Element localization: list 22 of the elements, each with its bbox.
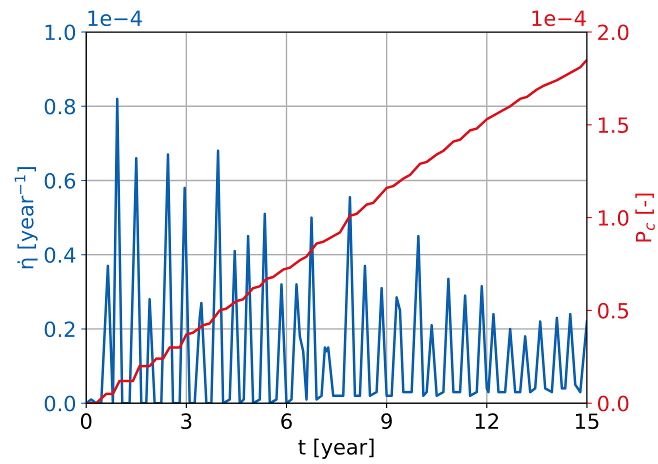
y-tick-label: 0.2 <box>44 321 74 338</box>
text: 1e−4 <box>88 10 142 26</box>
x-tick-label: 6 <box>281 413 292 430</box>
y2-tick-label: 0.0 <box>598 396 628 412</box>
y-tick-label: 0.6 <box>44 172 76 189</box>
x-tick-label: 0 <box>80 413 92 430</box>
y-axis-title: η̇ [year$^{−1}$] <box>14 167 38 268</box>
x-axis-title: t [year] <box>298 438 374 459</box>
x-tick-label: 15 <box>576 414 598 430</box>
x-tick-label: 3 <box>181 413 192 430</box>
x-tick-label: 9 <box>381 413 392 430</box>
y2-tick-label: 2.0 <box>598 24 628 40</box>
y-tick-label: 1.0 <box>46 24 76 40</box>
y2-tick-label: 0.5 <box>598 302 628 319</box>
y-tick-label: 0.0 <box>44 396 76 412</box>
text: 1e−4 <box>532 10 586 26</box>
y2-axis-title: P$_{c}$ [-] <box>635 194 655 242</box>
y-tick-label: 0.8 <box>44 98 76 114</box>
y2-tick-label: 1.0 <box>598 210 628 226</box>
y-tick-label: 0.4 <box>44 247 76 263</box>
y2-tick-label: 1.5 <box>598 118 628 134</box>
x-tick-label: 12 <box>476 413 498 429</box>
